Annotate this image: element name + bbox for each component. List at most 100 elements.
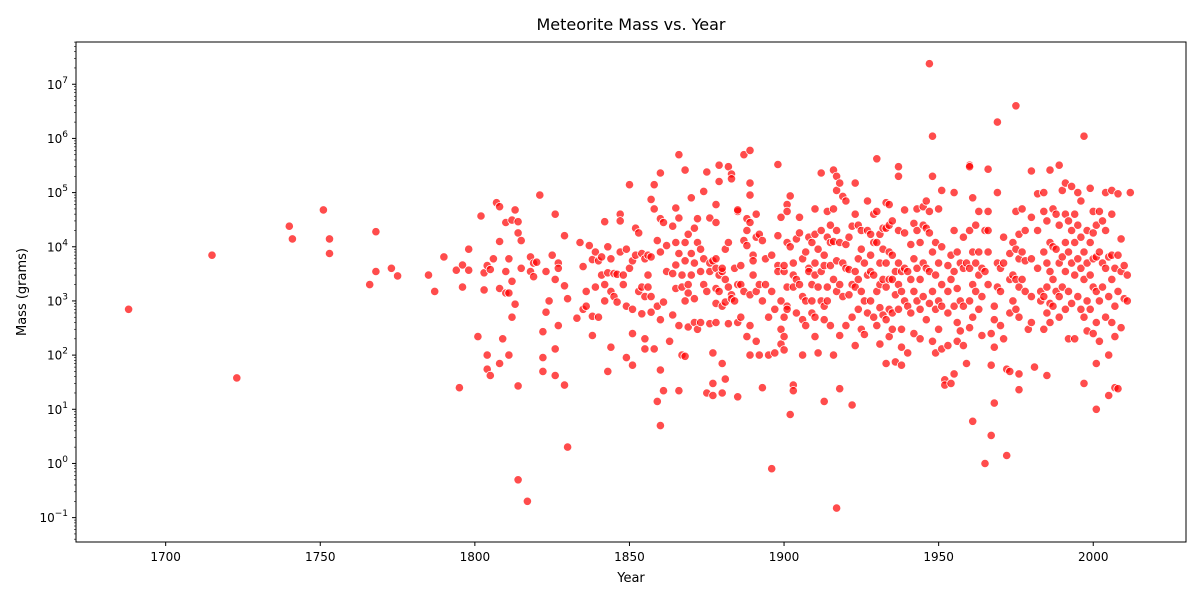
data-point (1039, 188, 1049, 198)
data-point (794, 212, 805, 222)
data-point (124, 304, 134, 314)
data-point (847, 312, 857, 322)
data-point (627, 304, 638, 314)
data-point (949, 266, 959, 277)
data-point (652, 236, 662, 246)
data-point (909, 286, 919, 296)
data-point (921, 315, 931, 325)
data-point (1076, 263, 1086, 273)
data-point (927, 131, 938, 141)
data-point (1107, 209, 1117, 219)
data-point (943, 260, 953, 271)
data-point (606, 254, 616, 264)
data-point (835, 178, 845, 188)
data-point (643, 270, 653, 280)
data-point (745, 217, 755, 228)
data-point (1113, 286, 1123, 296)
data-point (1051, 244, 1061, 254)
data-point (983, 164, 993, 174)
data-point (949, 301, 959, 311)
data-point (742, 331, 752, 342)
data-point (779, 345, 789, 355)
data-point (813, 244, 823, 254)
data-point (1026, 166, 1037, 176)
data-point (952, 336, 962, 346)
data-point (720, 274, 730, 284)
data-point (559, 281, 570, 291)
data-point (464, 265, 474, 275)
data-point (1067, 258, 1077, 268)
data-point (773, 159, 783, 170)
data-point (748, 256, 758, 266)
y-tick-label: 103 (47, 292, 68, 308)
data-point (875, 339, 885, 349)
data-point (909, 328, 919, 339)
data-point (668, 310, 678, 320)
data-point (1039, 206, 1049, 216)
data-point (989, 342, 999, 352)
data-point (1002, 450, 1012, 461)
data-point (850, 209, 860, 219)
data-point (538, 327, 548, 337)
data-point (831, 225, 842, 236)
data-point (881, 358, 891, 369)
data-point (865, 296, 876, 306)
data-point (559, 231, 570, 241)
data-point (770, 348, 780, 358)
data-point (912, 263, 922, 273)
data-point (998, 232, 1009, 242)
data-point (1014, 385, 1024, 395)
data-point (964, 296, 975, 306)
data-point (751, 336, 761, 346)
data-point (869, 270, 879, 280)
data-point (711, 200, 721, 210)
data-point (964, 162, 975, 172)
data-point (807, 237, 817, 248)
data-point (974, 304, 984, 314)
data-point (952, 283, 962, 294)
data-point (797, 350, 808, 360)
data-point (1005, 366, 1015, 376)
data-point (488, 254, 498, 264)
data-point (835, 330, 845, 341)
data-point (658, 386, 669, 396)
data-point (893, 304, 904, 314)
data-point (1042, 282, 1052, 292)
data-point (949, 369, 959, 379)
data-point (745, 320, 755, 331)
data-point (464, 244, 474, 254)
data-point (964, 323, 975, 333)
data-point (711, 317, 721, 328)
data-point (562, 294, 573, 304)
data-point (1063, 247, 1074, 257)
data-point (946, 378, 956, 388)
data-point (933, 324, 944, 334)
data-point (692, 214, 703, 224)
data-point (819, 250, 829, 260)
data-point (757, 383, 768, 393)
data-point (1070, 270, 1080, 280)
data-point (711, 254, 721, 264)
data-point (603, 366, 613, 376)
data-point (1085, 237, 1095, 248)
data-point (504, 288, 514, 298)
data-point (655, 420, 666, 431)
data-point (958, 340, 969, 351)
data-point (887, 250, 897, 260)
data-point (494, 358, 505, 369)
data-point (671, 203, 681, 213)
data-point (1039, 247, 1049, 257)
data-point (952, 247, 962, 257)
data-point (423, 270, 434, 280)
data-point (791, 308, 802, 318)
data-point (760, 279, 771, 290)
data-point (1063, 286, 1074, 296)
data-point (541, 307, 551, 317)
data-point (896, 360, 907, 370)
data-point (618, 279, 628, 290)
data-point (1057, 282, 1067, 292)
data-point (680, 256, 690, 266)
data-point (680, 296, 690, 306)
data-point (686, 270, 696, 280)
data-point (1116, 323, 1126, 333)
